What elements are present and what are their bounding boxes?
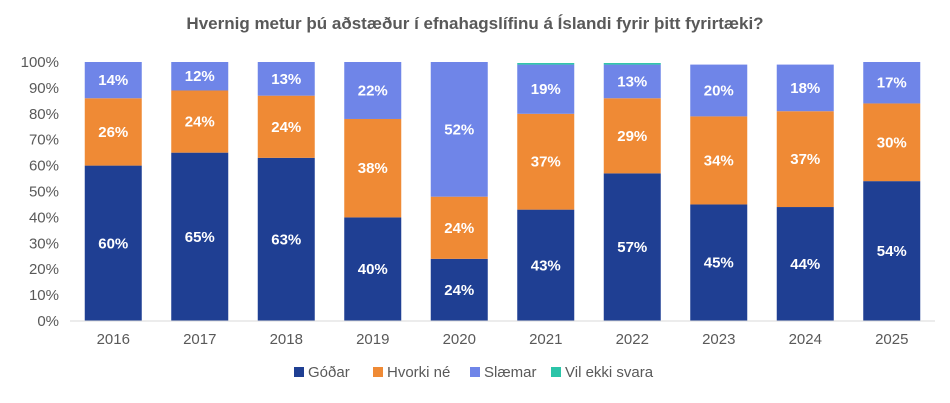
y-tick-label: 0% (37, 313, 59, 330)
bar-segment (257, 62, 315, 96)
legend-label: Hvorki né (387, 364, 450, 381)
bar-segment (517, 209, 575, 321)
data-label: 45% (704, 255, 734, 272)
data-label: 44% (790, 256, 820, 273)
bar-segment (863, 103, 921, 182)
data-label: 40% (358, 261, 388, 278)
bar-segment (690, 64, 748, 117)
bar-segment (171, 62, 229, 91)
legend-swatch (551, 367, 561, 377)
data-label: 19% (531, 81, 561, 98)
data-label: 24% (444, 220, 474, 237)
data-label: 24% (185, 114, 215, 131)
data-label: 13% (617, 73, 647, 90)
bar-segment (603, 98, 661, 174)
x-tick-label: 2021 (529, 331, 562, 348)
x-tick-label: 2020 (443, 331, 476, 348)
legend-label: Góðar (308, 364, 350, 381)
bar-segment (690, 116, 748, 205)
y-tick-label: 10% (29, 287, 59, 304)
bar-segment (863, 62, 921, 104)
bar-segment (690, 204, 748, 321)
x-tick-label: 2024 (789, 331, 822, 348)
bar-segment (84, 98, 142, 166)
data-label: 14% (98, 72, 128, 89)
y-axis: 0% 10% 20% 30% 40% 50% 60% 70% 80% 90% 100% (21, 54, 59, 330)
bar-segment (603, 64, 661, 99)
x-tick-label: 2018 (270, 331, 303, 348)
legend-swatch (470, 367, 480, 377)
x-tick-label: 2025 (875, 331, 908, 348)
data-label: 24% (271, 119, 301, 136)
bar-segment (776, 111, 834, 208)
y-tick-label: 90% (29, 80, 59, 97)
bars: 60% 26% 14% 65% 24% 12% 63% 24% 13% 40% 38% 22% 24% 2… (84, 62, 921, 321)
y-tick-label: 40% (29, 209, 59, 226)
bar-segment (776, 64, 834, 112)
bar-segment (430, 196, 488, 259)
bar-segment (430, 258, 488, 321)
bar-segment (257, 157, 315, 321)
data-label: 17% (877, 75, 907, 92)
bar-segment (430, 62, 488, 197)
bar-segment (863, 181, 921, 321)
data-label: 60% (98, 235, 128, 252)
y-tick-label: 20% (29, 261, 59, 278)
data-label: 57% (617, 239, 647, 256)
data-label: 13% (271, 71, 301, 88)
legend-swatch (373, 367, 383, 377)
data-label: 43% (531, 257, 561, 274)
bar-segment (344, 118, 402, 218)
x-tick-label: 2016 (97, 331, 130, 348)
data-label: 37% (790, 151, 820, 168)
data-label: 54% (877, 243, 907, 260)
legend-swatch (294, 367, 304, 377)
x-tick-label: 2023 (702, 331, 735, 348)
data-label: 12% (185, 68, 215, 85)
bar-segment (84, 165, 142, 321)
x-axis: 2016 2017 2018 2019 2020 2021 2022 2023 2024 2025 (70, 320, 935, 348)
y-tick-label: 80% (29, 106, 59, 123)
data-label: 63% (271, 231, 301, 248)
legend: Góðar Hvorki né Slæmar Vil ekki svara (294, 364, 654, 381)
y-tick-label: 30% (29, 235, 59, 252)
bar-segment (603, 63, 661, 65)
data-label: 18% (790, 80, 820, 97)
y-tick-label: 50% (29, 184, 59, 201)
data-label: 20% (704, 82, 734, 99)
data-label: 30% (877, 134, 907, 151)
x-tick-label: 2019 (356, 331, 389, 348)
data-label: 37% (531, 154, 561, 171)
bar-segment (603, 173, 661, 321)
y-tick-label: 100% (21, 54, 59, 71)
bar-segment (517, 63, 575, 65)
y-tick-label: 60% (29, 158, 59, 175)
bar-segment (344, 62, 402, 119)
bar-segment (344, 217, 402, 321)
data-label: 26% (98, 124, 128, 141)
data-label: 34% (704, 152, 734, 169)
y-tick-label: 70% (29, 132, 59, 149)
bar-segment (84, 62, 142, 99)
legend-label: Slæmar (484, 364, 537, 381)
data-label: 24% (444, 282, 474, 299)
data-label: 52% (444, 121, 474, 138)
bar-segment (517, 64, 575, 114)
bar-segment (517, 113, 575, 210)
data-label: 65% (185, 229, 215, 246)
data-label: 38% (358, 160, 388, 177)
bar-segment (776, 207, 834, 321)
chart-title: Hvernig metur þú aðstæður í efnahagslífi… (186, 14, 763, 33)
data-label: 29% (617, 128, 647, 145)
x-tick-label: 2022 (616, 331, 649, 348)
bar-segment (171, 90, 229, 153)
bar-segment (257, 95, 315, 158)
bar-segment (171, 152, 229, 321)
x-tick-label: 2017 (183, 331, 216, 348)
legend-label: Vil ekki svara (565, 364, 654, 381)
data-label: 22% (358, 82, 388, 99)
